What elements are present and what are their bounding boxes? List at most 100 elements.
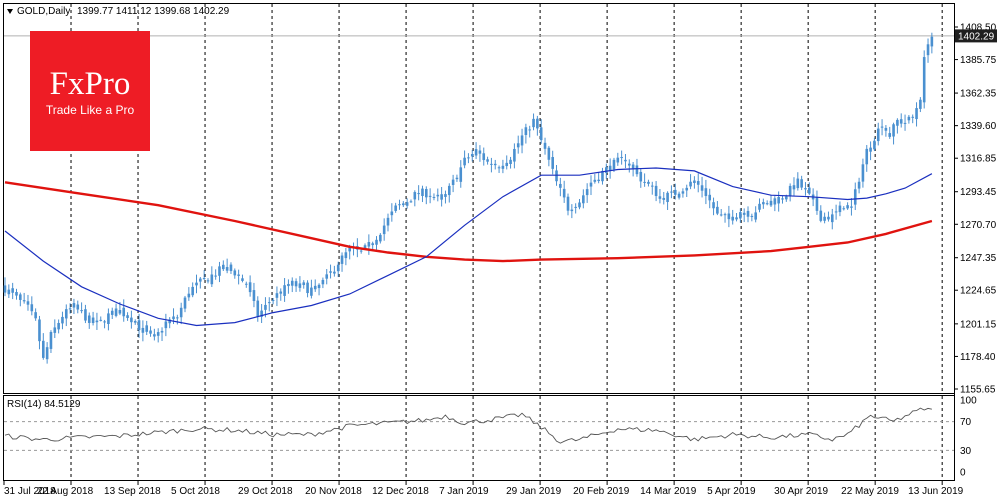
candle-body	[64, 309, 68, 319]
candle-body	[830, 214, 834, 223]
candle-body	[566, 196, 570, 211]
logo-brand: FxPro	[49, 66, 131, 102]
price-tick-label: 1155.65	[960, 385, 996, 396]
candle-body	[873, 140, 876, 150]
candle-body	[781, 198, 784, 200]
candle-body	[298, 283, 302, 288]
candle-body	[505, 162, 509, 167]
candle-body	[191, 286, 194, 296]
date-tick-label: 29 Jan 2019	[506, 486, 561, 497]
candle-body	[704, 188, 708, 197]
date-tick-label: 20 Nov 2018	[305, 486, 362, 497]
candle-body	[405, 202, 409, 206]
candle-body	[467, 157, 470, 159]
candle-body	[482, 153, 486, 161]
candle-body	[141, 327, 145, 333]
price-tick-label: 1270.70	[960, 220, 997, 231]
candle-body	[187, 293, 191, 298]
candle-body	[819, 210, 823, 221]
candle-body	[432, 196, 436, 198]
candle-body	[11, 288, 14, 293]
candle-body	[474, 149, 478, 156]
candle-body	[57, 322, 60, 330]
candle-body	[919, 99, 922, 109]
candle-body	[455, 177, 459, 180]
candle-body	[26, 301, 30, 305]
candle-body	[903, 122, 907, 124]
candle-body	[447, 185, 451, 196]
candle-body	[497, 167, 501, 169]
candle-body	[601, 170, 604, 182]
candle-body	[742, 212, 746, 215]
price-tick-label: 1201.15	[960, 319, 997, 330]
candle-body	[696, 181, 700, 185]
candle-body	[130, 317, 133, 323]
last-price-value: 1402.29	[958, 31, 995, 42]
candle-body	[899, 119, 903, 124]
candle-body	[114, 308, 118, 316]
candle-body	[317, 284, 321, 289]
candle-body	[838, 205, 842, 213]
candle-body	[509, 159, 512, 164]
candle-body	[218, 266, 221, 276]
price-tick-label: 1247.35	[960, 253, 997, 264]
candle-body	[536, 118, 539, 129]
candle-body	[555, 170, 558, 182]
candle-body	[256, 300, 260, 317]
candle-body	[19, 294, 22, 300]
moving-average-short	[4, 167, 933, 327]
candle-body	[677, 193, 681, 198]
candle-body	[765, 203, 769, 205]
candle-body	[283, 285, 286, 296]
candle-body	[87, 315, 91, 323]
candle-body	[103, 321, 106, 323]
candle-body	[176, 317, 179, 319]
candlestick-series	[3, 32, 934, 364]
candle-body	[612, 159, 616, 170]
candle-body	[712, 202, 715, 209]
candle-body	[926, 44, 930, 56]
date-tick-label: 22 May 2019	[841, 486, 899, 497]
candle-body	[371, 243, 374, 246]
candle-body	[275, 293, 279, 298]
candle-body	[290, 280, 294, 286]
candle-body	[470, 154, 474, 157]
price-tick-label: 1178.40	[960, 352, 996, 363]
candle-body	[214, 275, 217, 277]
candle-body	[271, 300, 275, 302]
date-tick-label: 5 Oct 2018	[171, 486, 220, 497]
candle-body	[133, 320, 137, 323]
candle-body	[777, 197, 780, 204]
candle-body	[788, 185, 792, 197]
rsi-axis-labels: 100 70 30 0	[960, 396, 977, 479]
candle-body	[375, 239, 378, 245]
candle-body	[233, 270, 237, 276]
candle-body	[202, 278, 206, 280]
candle-body	[582, 195, 585, 204]
candle-body	[616, 157, 620, 163]
date-tick-label: 7 Jan 2019	[439, 486, 489, 497]
candle-body	[294, 281, 298, 287]
candle-body	[237, 274, 240, 276]
candle-body	[922, 57, 926, 103]
candle-body	[746, 210, 750, 217]
candle-body	[302, 282, 306, 286]
candle-body	[650, 185, 654, 187]
candle-body	[608, 165, 612, 171]
candle-body	[444, 194, 447, 197]
ohlc-values: 1399.77 1411.12 1399.68 1402.29	[77, 6, 230, 17]
dropdown-triangle-icon[interactable]	[7, 9, 13, 14]
candle-body	[225, 267, 229, 271]
candle-body	[329, 271, 332, 273]
candle-body	[842, 208, 846, 210]
candle-body	[532, 118, 535, 128]
candle-body	[344, 252, 348, 259]
rsi-line	[4, 407, 932, 444]
candle-body	[45, 347, 49, 360]
candle-body	[145, 325, 149, 332]
candle-body	[513, 148, 516, 162]
candle-body	[30, 304, 34, 312]
candle-body	[654, 185, 658, 197]
candle-body	[643, 181, 646, 183]
